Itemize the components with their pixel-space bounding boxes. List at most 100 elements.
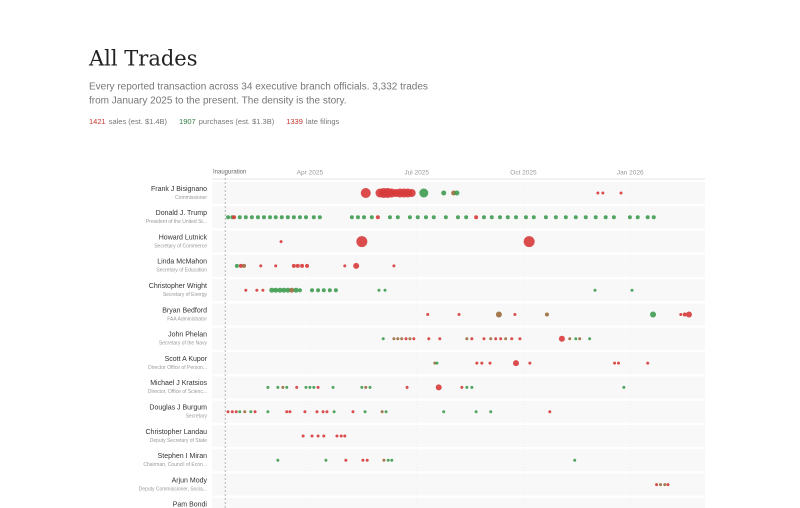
trade-dot <box>269 287 275 293</box>
trade-dot <box>412 337 416 341</box>
trade-dot <box>310 434 314 438</box>
row-name: Linda McMahon <box>157 259 207 266</box>
trade-dot <box>244 288 248 292</box>
trade-dot <box>518 337 522 341</box>
row-role: Commissioner <box>175 195 207 201</box>
row-name: Frank J Bisignano <box>151 186 207 193</box>
trade-dot <box>295 385 299 389</box>
stat-value: 1421 <box>89 117 106 126</box>
trade-dot <box>266 385 270 389</box>
trade-dot <box>279 240 283 244</box>
trade-dot <box>243 215 248 220</box>
trade-dot <box>387 215 392 220</box>
trade-dot <box>331 385 335 389</box>
trade-dot <box>243 410 247 414</box>
row-band <box>212 230 705 253</box>
trade-dot <box>259 264 263 268</box>
trade-dot <box>407 189 416 197</box>
trade-dot <box>489 215 494 220</box>
row-role: Director, Office of Scienc... <box>148 389 207 395</box>
trade-dot <box>230 410 234 414</box>
trade-dot <box>619 191 623 195</box>
trade-dot <box>369 215 374 220</box>
trade-dot <box>390 458 394 462</box>
stats: 1421 sales (est. $1.4B) 1907 purchases (est… <box>89 117 339 126</box>
trade-dot <box>384 410 388 414</box>
trade-dot <box>531 215 536 220</box>
trade-dot <box>512 360 519 367</box>
trade-dot <box>381 337 385 341</box>
trade-dot <box>392 337 396 341</box>
trade-dot <box>261 288 265 292</box>
trade-dot <box>645 215 650 220</box>
trade-dot <box>405 385 409 389</box>
trade-dot <box>383 288 387 292</box>
trade-dot <box>438 337 442 341</box>
trade-dot <box>234 410 238 414</box>
trade-dot <box>457 313 461 316</box>
trade-dot <box>355 215 360 220</box>
trade-dot <box>316 434 320 438</box>
trade-dot <box>427 337 431 341</box>
trade-dot <box>238 410 242 414</box>
trade-dot <box>273 215 278 220</box>
trade-dot <box>273 287 279 293</box>
trade-dot <box>308 385 312 389</box>
trade-dot <box>276 458 280 462</box>
trade-dot <box>583 215 588 220</box>
trade-dot <box>249 410 253 414</box>
trade-dot <box>360 385 364 389</box>
trade-dot <box>332 410 336 414</box>
trade-dot <box>238 263 243 268</box>
trade-dot <box>356 236 368 248</box>
row-role: FAA Administrator <box>167 316 207 322</box>
trade-dot <box>627 215 632 220</box>
trade-dot <box>474 215 479 220</box>
row-name: Arjun Mody <box>172 477 208 484</box>
trade-dot <box>300 263 305 268</box>
stat-value: 1339 <box>286 117 303 126</box>
trade-dot <box>454 190 460 196</box>
row-name: Michael J Kratsios <box>150 380 207 387</box>
trade-dot <box>361 458 365 462</box>
trade-dot <box>360 188 371 198</box>
trade-dot <box>464 215 469 220</box>
row-name: Pam Bondi <box>173 502 208 508</box>
trade-dot <box>480 361 484 365</box>
trade-dot <box>513 313 517 316</box>
trade-dot <box>408 337 412 341</box>
row-band <box>212 376 705 399</box>
trade-dot <box>593 215 598 220</box>
trade-dot <box>375 215 380 220</box>
trade-dot <box>363 410 367 414</box>
trade-dot <box>489 410 493 414</box>
trade-dot <box>382 458 386 462</box>
row-band <box>212 327 705 350</box>
trade-dot <box>324 458 328 462</box>
trade-dot <box>419 188 429 198</box>
row-role: Chairman, Council of Econ... <box>143 462 207 468</box>
row-name: Donald J. Trump <box>156 210 207 217</box>
trade-dot <box>226 215 231 220</box>
trade-dot <box>285 385 289 389</box>
trade-dot <box>455 215 460 220</box>
trade-dot <box>404 337 408 341</box>
trade-dot <box>234 263 239 268</box>
trade-dot <box>578 337 582 341</box>
trade-dot <box>333 288 338 293</box>
trade-dot <box>523 215 528 220</box>
trade-dot <box>482 337 486 341</box>
row-role: Secretary of Education <box>156 268 207 274</box>
trade-dot <box>474 410 478 414</box>
trade-dot <box>380 410 384 414</box>
trade-dot <box>431 215 436 220</box>
trade-dot <box>316 385 320 389</box>
trade-dot <box>423 215 428 220</box>
trade-dot <box>304 385 308 389</box>
row-role: President of the United St... <box>146 219 207 225</box>
title: All Trades <box>88 47 198 71</box>
trade-dot <box>335 434 339 438</box>
trade-dot <box>679 313 683 316</box>
trade-dot <box>281 385 285 389</box>
trade-dot <box>465 385 469 389</box>
